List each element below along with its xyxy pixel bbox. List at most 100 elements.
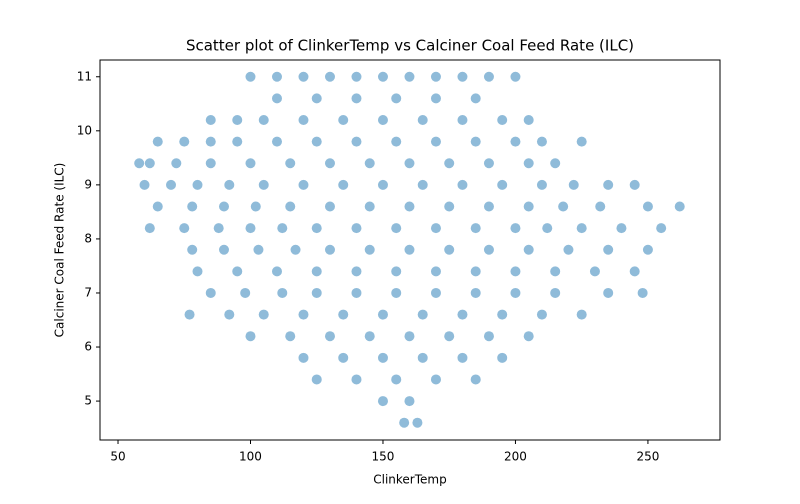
y-tick-label: 7: [84, 285, 92, 299]
point: [351, 223, 362, 234]
point: [523, 201, 534, 212]
point: [298, 115, 309, 125]
point: [497, 179, 508, 190]
point: [523, 158, 534, 169]
point: [290, 244, 301, 255]
point: [444, 201, 455, 212]
point: [144, 158, 155, 169]
point: [483, 158, 494, 169]
point: [205, 136, 216, 147]
point: [457, 309, 468, 320]
point: [351, 266, 362, 277]
point: [483, 244, 494, 255]
x-tick-label: 150: [372, 450, 395, 464]
chart-title: Scatter plot of ClinkerTemp vs Calciner …: [186, 37, 634, 55]
point: [637, 287, 648, 298]
point: [277, 223, 288, 234]
point: [550, 287, 561, 298]
point: [470, 136, 481, 147]
point: [576, 136, 587, 147]
point: [179, 223, 190, 234]
point: [497, 309, 508, 320]
point: [404, 331, 415, 342]
point: [192, 179, 203, 190]
point: [576, 223, 587, 234]
point: [642, 244, 653, 255]
y-tick-label: 10: [77, 123, 92, 137]
point: [311, 287, 322, 298]
point: [311, 266, 322, 277]
point: [245, 71, 256, 82]
point: [412, 417, 423, 428]
point: [377, 115, 388, 125]
point: [391, 136, 402, 147]
point: [205, 158, 216, 169]
point: [219, 201, 229, 212]
point: [351, 374, 362, 385]
point: [258, 115, 269, 125]
point: [510, 71, 521, 82]
point: [311, 223, 322, 234]
point: [563, 244, 574, 255]
point: [324, 331, 335, 342]
point: [171, 158, 182, 169]
point: [338, 352, 349, 363]
y-tick-label: 5: [84, 394, 92, 408]
point: [470, 93, 481, 104]
point: [589, 266, 600, 277]
point: [576, 309, 587, 320]
point: [187, 244, 198, 255]
point: [430, 266, 441, 277]
point: [404, 71, 415, 82]
point: [205, 287, 216, 298]
point: [338, 115, 349, 125]
axes-frame: [99, 59, 721, 441]
point: [285, 331, 296, 342]
point: [364, 244, 375, 255]
point: [470, 374, 481, 385]
point: [179, 136, 190, 147]
point: [444, 244, 455, 255]
point: [258, 309, 269, 320]
point: [351, 93, 362, 104]
point: [430, 136, 441, 147]
point: [391, 266, 402, 277]
point: [224, 179, 235, 190]
point: [364, 158, 375, 169]
point: [232, 136, 243, 147]
x-tick-label: 250: [636, 450, 659, 464]
point: [377, 71, 388, 82]
point: [603, 179, 614, 190]
point: [298, 71, 309, 82]
point: [391, 223, 402, 234]
point: [558, 201, 569, 212]
point: [139, 179, 150, 190]
point: [483, 201, 494, 212]
point: [271, 136, 282, 147]
point: [430, 287, 441, 298]
points: [134, 71, 685, 428]
point: [536, 179, 547, 190]
point: [298, 309, 309, 320]
point: [324, 244, 335, 255]
point: [470, 223, 481, 234]
point: [616, 223, 627, 234]
point: [351, 287, 362, 298]
point: [404, 396, 415, 407]
point: [430, 223, 441, 234]
point: [417, 352, 428, 363]
point: [152, 201, 163, 212]
point: [510, 266, 521, 277]
point: [213, 223, 224, 234]
point: [497, 352, 508, 363]
point: [364, 331, 375, 342]
point: [444, 158, 455, 169]
point: [144, 223, 155, 234]
point: [404, 244, 415, 255]
point: [298, 352, 309, 363]
point: [364, 201, 375, 212]
point: [542, 223, 553, 234]
point: [523, 244, 534, 255]
point: [187, 201, 198, 212]
